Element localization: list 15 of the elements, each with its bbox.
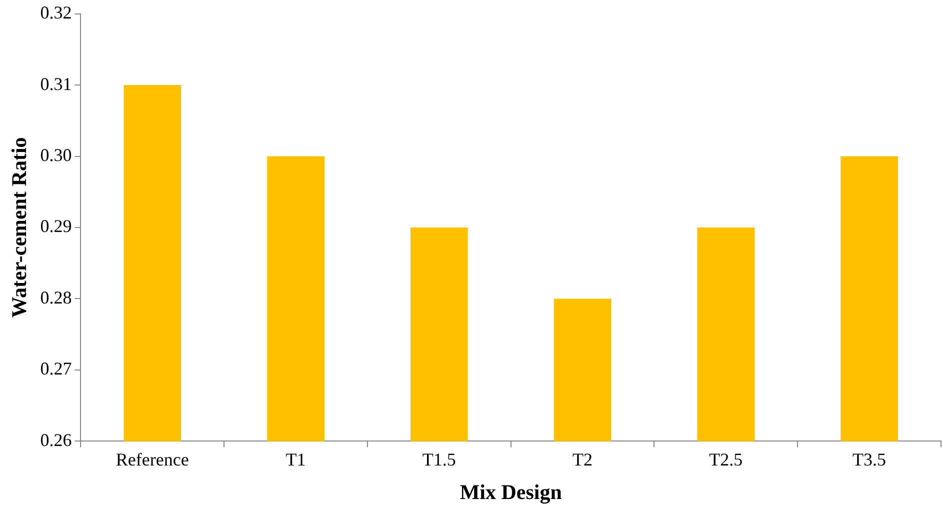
x-tick-label: Reference [116,450,189,470]
x-tick-label: T2.5 [709,450,743,470]
x-tick-label: T1.5 [422,450,456,470]
y-axis-title: Water-cement Ratio [7,137,32,318]
y-tick-label: 0.30 [40,145,72,165]
y-tick-label: 0.31 [40,74,72,94]
y-tick-label: 0.28 [40,287,72,308]
x-tick-label: T2 [572,450,593,470]
y-tick-label: 0.26 [40,430,72,450]
y-tick-label: 0.32 [40,2,72,23]
x-tick-label: T3.5 [852,450,886,470]
y-tick-label: 0.29 [40,216,72,236]
x-axis-title: Mix Design [460,480,562,504]
x-tick-label: T1 [286,450,306,470]
y-tick-label: 0.27 [40,358,72,379]
